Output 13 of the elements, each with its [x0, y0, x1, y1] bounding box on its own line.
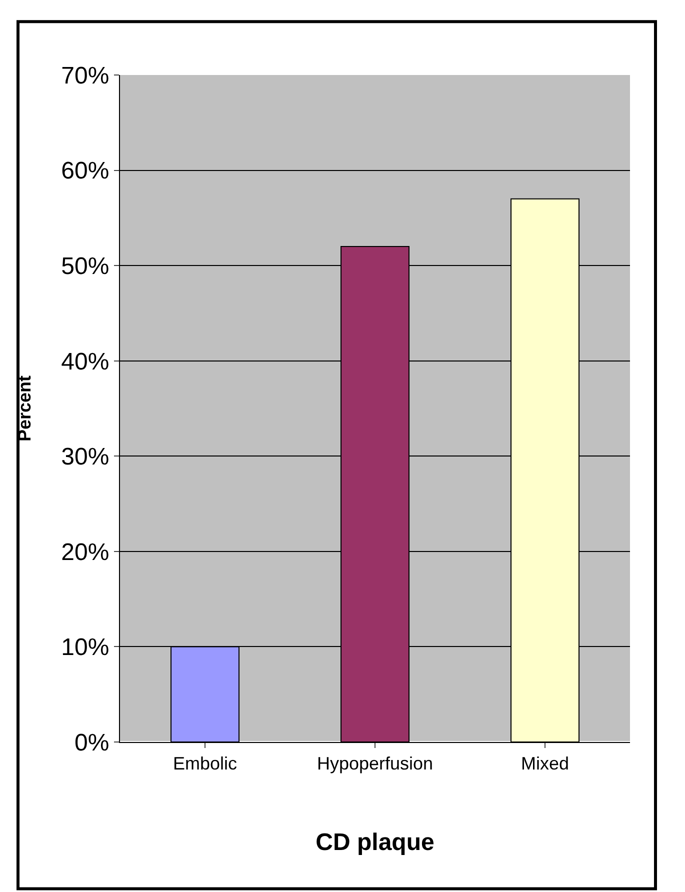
y-axis-title: Percent [14, 375, 34, 442]
y-tick-label: 60% [61, 158, 110, 185]
y-tick-label: 50% [61, 252, 110, 280]
x-tick-label: Embolic [172, 754, 238, 774]
y-tick-label: 70% [61, 62, 110, 90]
y-tick-label: 20% [61, 538, 110, 566]
x-tick-label: Mixed [520, 754, 570, 774]
y-tick-label: 10% [61, 634, 110, 662]
y-tick-label: 30% [61, 444, 110, 471]
x-axis-title: CD plaque [316, 828, 434, 856]
x-tick-label: Hypoperfusion [316, 754, 434, 774]
y-tick-label: 0% [74, 729, 110, 756]
y-tick-label: 40% [61, 348, 110, 376]
